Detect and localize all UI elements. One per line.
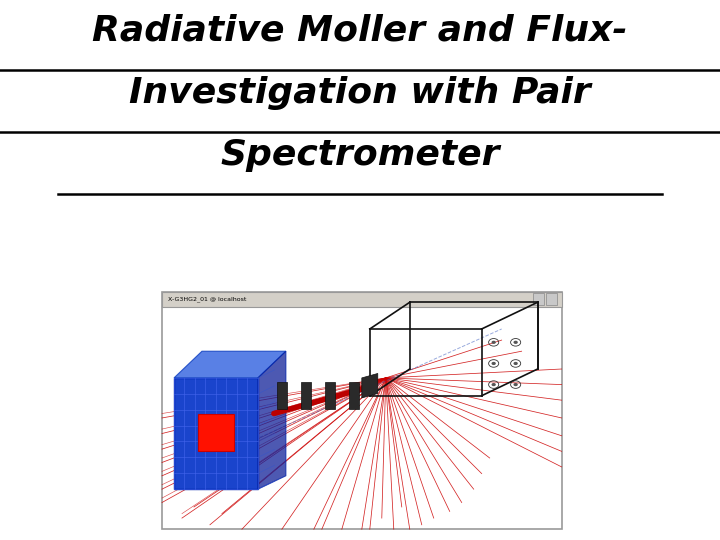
Circle shape [492, 341, 496, 344]
Bar [546, 293, 557, 305]
Text: Spectrometer: Spectrometer [220, 138, 500, 172]
Bar [162, 292, 562, 307]
Circle shape [513, 362, 518, 365]
Circle shape [492, 362, 496, 365]
Text: Investigation with Pair: Investigation with Pair [129, 76, 591, 110]
Polygon shape [277, 382, 287, 409]
Polygon shape [301, 382, 310, 409]
Polygon shape [198, 414, 234, 451]
Polygon shape [174, 378, 258, 489]
Circle shape [513, 383, 518, 386]
Text: X-G3HG2_01 @ localhost: X-G3HG2_01 @ localhost [168, 296, 246, 302]
Polygon shape [362, 374, 378, 398]
Polygon shape [325, 382, 335, 409]
Bar [162, 292, 562, 529]
Polygon shape [349, 382, 359, 409]
Bar [533, 293, 544, 305]
Circle shape [492, 383, 496, 386]
Polygon shape [258, 351, 286, 489]
Circle shape [513, 341, 518, 344]
Polygon shape [174, 351, 286, 378]
Text: Radiative Moller and Flux-: Radiative Moller and Flux- [92, 14, 628, 48]
